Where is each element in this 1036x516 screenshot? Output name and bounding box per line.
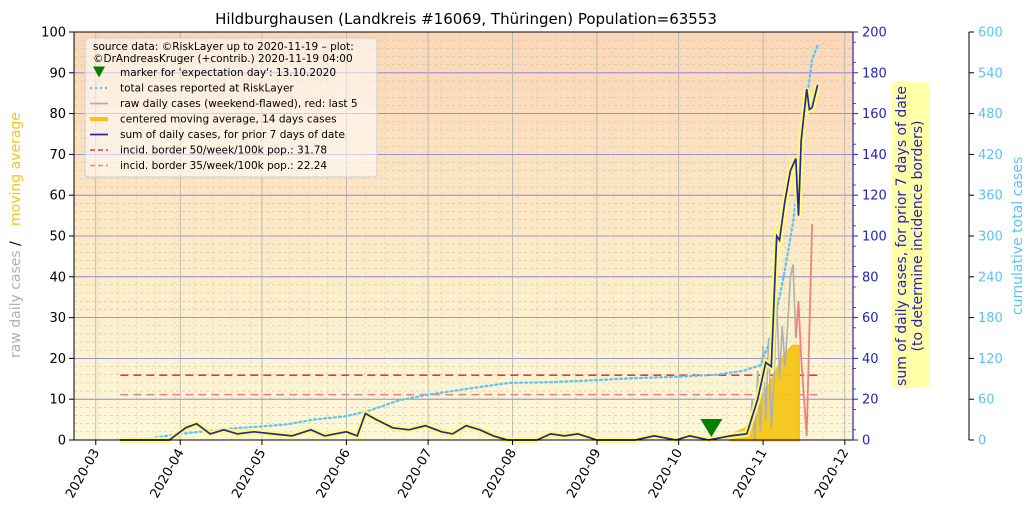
y-label-slash: / [8,241,24,246]
y-right2-tick-label: 180 [978,311,1003,326]
y-left-tick-label: 50 [49,230,66,245]
y-right1-tick-label: 120 [862,189,887,204]
y-left-tick-label: 70 [49,148,66,163]
y-right2-tick-label: 240 [978,270,1003,285]
y-right1-tick-label: 180 [862,66,887,81]
y-label-ma: moving average [8,112,24,226]
y-right2-tick-label: 60 [978,393,995,408]
legend: source data: ©RiskLayer up to 2020-11-19… [84,37,378,178]
legend-label: incid. border 50/week/100k pop.: 31.78 [120,145,327,157]
y-left-tick-label: 20 [49,352,66,367]
x-tick-label: 2020-10 [646,447,686,502]
y-axis-label-left: raw daily cases / moving average [8,112,24,358]
y-right2-tick-label: 300 [978,230,1003,245]
y-left-tick-label: 0 [58,434,66,449]
legend-marker-icon [93,66,105,78]
y-label-raw: raw daily cases [8,250,24,358]
y-right1-tick-label: 40 [862,352,879,367]
y-left-tick-label: 40 [49,270,66,285]
y-right1-tick-label: 100 [862,230,887,245]
y-right2-tick-label: 120 [978,352,1003,367]
y-right1-tick-label: 200 [862,26,887,41]
total-cases-line [119,44,819,442]
x-tick-label: 2020-08 [480,447,520,502]
x-tick-label: 2020-09 [564,447,604,502]
y-right2-tick-label: 420 [978,148,1003,163]
y-right1-label-line: (to determine incidence borders) [910,121,926,352]
y-right2-tick-label: 600 [978,26,1003,41]
x-tick-label: 2020-07 [395,447,435,502]
y-left-tick-label: 60 [49,189,66,204]
x-tick-label: 2020-03 [63,447,103,502]
y-right2-tick-label: 0 [978,434,986,449]
legend-label: marker for 'expectation day': 13.10.2020 [120,67,336,79]
moving-average-area [728,344,800,442]
y-right1-tick-label: 160 [862,107,887,122]
legend-source-text: ©DrAndreasKruger (+contrib.) 2020-11-19 … [93,53,353,65]
expectation-day-marker [700,419,723,437]
legend-label: total cases reported at RiskLayer [120,83,294,95]
y-right1-tick-label: 0 [862,434,870,449]
raw-daily-cases-last5-line [794,223,813,436]
y-left-tick-label: 90 [49,66,66,81]
y-left-tick-label: 80 [49,107,66,122]
x-tick-label: 2020-05 [229,447,269,502]
y-right1-tick-label: 60 [862,311,879,326]
right1-label-box [892,82,929,388]
legend-label: raw daily cases (weekend-flawed), red: l… [120,98,358,110]
y-left-tick-label: 10 [49,393,66,408]
y-left-tick-label: 30 [49,311,66,326]
x-tick-label: 2020-12 [812,447,852,502]
y-right1-tick-label: 80 [862,270,879,285]
legend-label: sum of daily cases, for prior 7 days of … [120,129,345,141]
y-right1-label-line: sum of daily cases, for prior 7 days of … [894,86,910,386]
y-right2-tick-label: 360 [978,189,1003,204]
y-axis-label-right2: cumulative total cases [1010,157,1026,315]
legend-source-text: source data: ©RiskLayer up to 2020-11-19… [93,41,354,53]
y-right1-tick-label: 20 [862,393,879,408]
x-tick-label: 2020-04 [148,447,188,502]
x-tick-label: 2020-11 [730,447,770,502]
x-tick-label: 2020-06 [314,447,354,502]
legend-label: centered moving average, 14 days cases [120,114,337,126]
chart-title: Hildburghausen (Landkreis #16069, Thürin… [215,10,717,28]
y-left-tick-label: 100 [41,26,66,41]
y-axis-label-right1: sum of daily cases, for prior 7 days of … [894,86,926,386]
y-right2-tick-label: 540 [978,66,1003,81]
y-right2-tick-label: 480 [978,107,1003,122]
legend-box [84,37,378,178]
legend-label: incid. border 35/week/100k pop.: 22.24 [120,160,327,172]
y-right1-tick-label: 140 [862,148,887,163]
